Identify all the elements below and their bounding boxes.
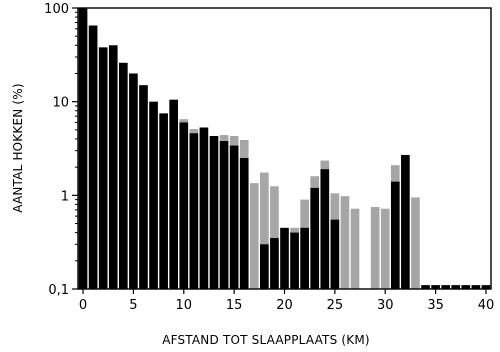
bar-black-12 (199, 127, 209, 290)
bar-black-18 (260, 244, 269, 289)
bar-black-14 (219, 141, 229, 289)
x-axis-title: AFSTAND TOT SLAAPPLAATS (KM) (162, 333, 370, 347)
bar-black-5 (129, 73, 138, 289)
bar-black-24 (320, 169, 330, 289)
x-tick-label: 30 (377, 298, 394, 313)
y-axis-title: AANTAL HOKKEN (%) (11, 83, 25, 213)
x-tick-label: 40 (478, 298, 495, 313)
x-tick-label: 10 (175, 298, 192, 313)
bar-black-16 (239, 158, 249, 289)
bar-black-19 (270, 238, 279, 289)
bar-grey-18 (260, 172, 269, 289)
bar-black-10 (179, 122, 189, 289)
bar-black-39 (471, 285, 481, 289)
bar-black-35 (431, 285, 440, 289)
bar-black-20 (280, 227, 289, 289)
x-tick-label: 5 (129, 298, 137, 313)
bar-black-2 (98, 47, 108, 289)
y-tick-label: 100 (44, 2, 69, 17)
bar-black-23 (310, 187, 320, 289)
bar-black-32 (401, 154, 410, 289)
bar-black-9 (169, 99, 179, 290)
x-tick-label: 15 (226, 298, 243, 313)
bars-group (78, 8, 491, 290)
bar-grey-19 (270, 186, 279, 289)
bar-grey-29 (370, 207, 380, 289)
bar-grey-26 (340, 196, 350, 289)
x-tick-label: 0 (79, 298, 87, 313)
bar-black-1 (88, 25, 98, 290)
bar-black-11 (189, 133, 199, 289)
bar-black-7 (149, 101, 158, 289)
bar-black-40 (481, 285, 491, 289)
bar-black-22 (300, 227, 309, 289)
ticks-group: 0 5 10 15 20 25 30 35 40 0,1 1 10 100 (44, 2, 494, 313)
y-tick-label: 0,1 (48, 283, 69, 298)
bar-black-37 (451, 285, 461, 289)
bar-black-21 (290, 232, 299, 289)
bar-black-6 (139, 85, 148, 289)
bar-black-38 (461, 285, 471, 289)
y-tick-label: 1 (61, 189, 69, 204)
bar-black-36 (441, 285, 450, 289)
bar-black-34 (421, 285, 430, 289)
bar-black-13 (209, 136, 219, 289)
bar-black-4 (119, 62, 128, 289)
y-tick-label: 10 (52, 96, 69, 111)
bar-black-25 (330, 219, 340, 289)
bar-grey-17 (249, 183, 259, 289)
x-tick-label: 25 (327, 298, 344, 313)
bar-black-15 (229, 145, 239, 289)
bar-black-8 (159, 113, 168, 290)
bar-black-0 (78, 8, 88, 289)
bar-black-3 (108, 45, 118, 289)
bar-grey-33 (411, 197, 420, 289)
x-tick-label: 35 (427, 298, 444, 313)
bar-grey-30 (380, 208, 390, 289)
bar-black-31 (390, 181, 400, 289)
bar-grey-27 (350, 208, 360, 289)
x-tick-label: 20 (276, 298, 293, 313)
